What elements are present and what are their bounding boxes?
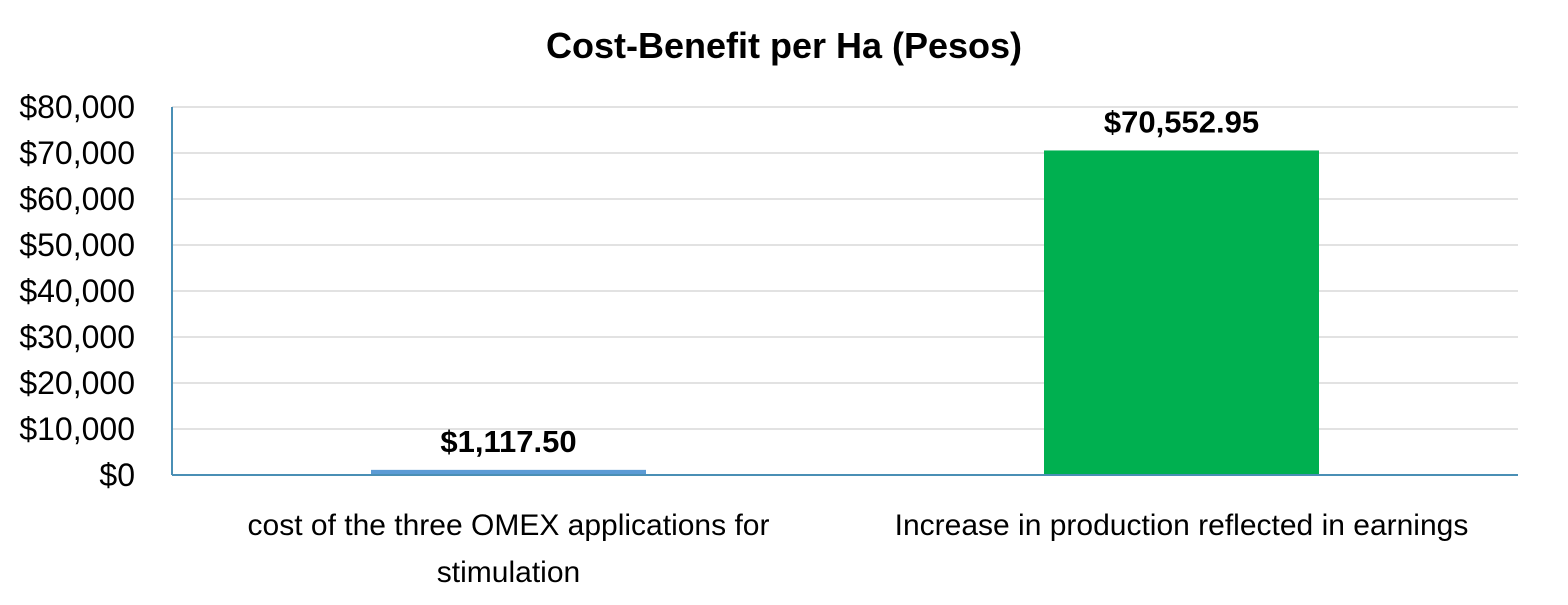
data-labels: $1,117.50 $70,552.95 [440,104,1259,458]
gridlines [172,106,1518,430]
bar [371,469,646,475]
axes [171,107,1518,476]
y-axis-tick-labels: $0 $10,000 $20,000 $30,000 $40,000 $50,000 $60… [19,89,135,493]
data-label: $70,552.95 [1104,104,1259,139]
y-tick-label: $30,000 [19,319,135,355]
y-tick-label: $0 [99,457,135,493]
y-tick-label: $10,000 [19,411,135,447]
y-tick-label: $80,000 [19,89,135,125]
y-tick-label: $50,000 [19,227,135,263]
data-label: $1,117.50 [440,424,576,459]
y-tick-label: $60,000 [19,181,135,217]
x-axis-category-labels: cost of the three OMEX applications for s… [248,509,1469,589]
bars [371,150,1319,476]
bar [1044,150,1319,476]
y-tick-label: $20,000 [19,365,135,401]
x-category-label: stimulation [437,556,580,589]
x-category-label: Increase in production reflected in earn… [895,509,1469,542]
y-tick-label: $70,000 [19,135,135,171]
chart-title: Cost-Benefit per Ha (Pesos) [546,25,1022,66]
x-category-label: cost of the three OMEX applications for [248,509,770,542]
y-tick-label: $40,000 [19,273,135,309]
